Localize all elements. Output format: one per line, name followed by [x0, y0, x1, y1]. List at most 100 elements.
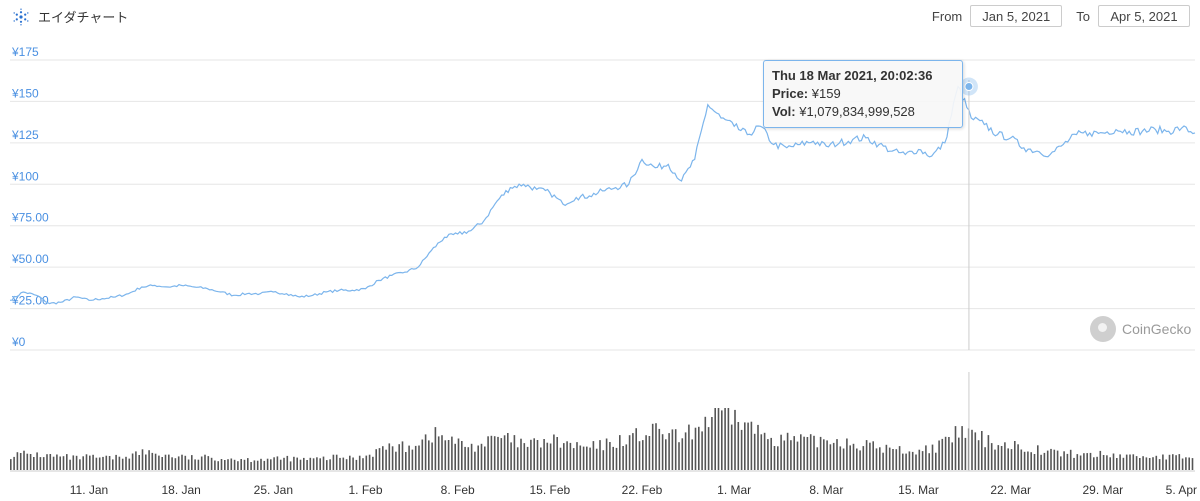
volume-bar — [582, 446, 585, 470]
x-tick-label: 15. Mar — [898, 483, 939, 497]
volume-bar — [444, 440, 447, 470]
to-label: To — [1076, 8, 1090, 24]
to-date-input[interactable] — [1098, 5, 1190, 27]
y-tick-label: ¥100 — [11, 169, 39, 183]
x-tick-label: 22. Mar — [990, 483, 1031, 497]
volume-bar — [253, 460, 256, 470]
volume-bar — [1099, 450, 1102, 470]
volume-bar — [477, 445, 479, 470]
volume-bar — [191, 455, 193, 470]
volume-bar — [197, 459, 200, 470]
volume-bar — [174, 458, 177, 470]
volume-bar — [454, 443, 456, 470]
volume-bar — [990, 443, 993, 470]
volume-bar — [648, 436, 651, 470]
volume-bar — [207, 456, 210, 470]
volume-bar — [638, 441, 641, 470]
volume-bar — [148, 450, 150, 470]
volume-bar — [154, 453, 157, 470]
tooltip-vol-value: ¥1,079,834,999,528 — [799, 104, 915, 119]
volume-bar — [464, 446, 466, 470]
volume-bar — [59, 456, 61, 470]
x-tick-label: 11. Jan — [70, 483, 108, 497]
y-tick-label: ¥0 — [11, 335, 26, 349]
cardano-logo-icon — [13, 8, 29, 25]
volume-bar — [803, 436, 805, 470]
volume-bar — [829, 444, 832, 470]
volume-bar — [398, 444, 400, 470]
volume-bar — [757, 424, 759, 470]
volume-bar — [701, 431, 703, 470]
volume-bar — [721, 410, 723, 470]
volume-bar — [62, 456, 65, 470]
y-tick-label: ¥125 — [11, 128, 39, 142]
volume-bar — [832, 442, 835, 470]
volume-bar — [533, 438, 535, 470]
volume-bar — [1089, 452, 1092, 470]
volume-bar — [1142, 456, 1144, 470]
volume-bar — [230, 458, 233, 470]
volume-bar — [1069, 449, 1072, 470]
volume-bar — [1014, 441, 1016, 470]
volume-bar — [559, 447, 562, 470]
volume-bar — [971, 429, 973, 470]
volume-bar — [645, 435, 647, 470]
volume-bar — [1172, 454, 1174, 470]
volume-bar — [935, 452, 937, 470]
volume-bar — [681, 438, 684, 470]
volume-bar — [474, 451, 476, 470]
volume-bar — [375, 449, 377, 470]
volume-bar — [760, 434, 763, 470]
volume-bar — [233, 459, 236, 470]
volume-bar — [1010, 449, 1013, 470]
volume-bar — [1023, 451, 1026, 470]
volume-bar — [480, 443, 483, 470]
volume-bar — [66, 454, 68, 470]
volume-bar — [1066, 453, 1069, 470]
from-date-input[interactable] — [970, 5, 1063, 27]
volume-bar — [602, 450, 605, 470]
volume-bar — [85, 454, 88, 470]
volume-bar — [391, 446, 394, 470]
volume-bar — [576, 442, 578, 470]
volume-bar — [1063, 451, 1065, 470]
volume-bar — [786, 432, 789, 470]
volume-bar — [306, 460, 308, 470]
volume-bar — [441, 435, 443, 470]
volume-bar — [813, 435, 815, 470]
x-axis-labels: 11. Jan 18. Jan 25. Jan 1. Feb 8. Feb 15. Feb… — [70, 483, 1197, 497]
coingecko-logo-icon — [1090, 316, 1116, 342]
chart-title: エイダチャート — [38, 10, 129, 25]
volume-bar — [461, 441, 463, 470]
volume-bar — [490, 435, 493, 470]
volume-bar — [859, 450, 861, 470]
hover-point-marker[interactable] — [964, 82, 974, 92]
price-line — [9, 85, 1196, 305]
volume-bar — [276, 456, 279, 470]
volume-bar — [704, 416, 707, 470]
volume-bar — [342, 457, 345, 470]
volume-bar — [954, 426, 957, 470]
volume-bar — [852, 443, 855, 470]
volume-bar — [296, 457, 298, 470]
volume-bar — [566, 441, 568, 470]
volume-bar — [678, 442, 680, 470]
volume-bar — [724, 408, 726, 470]
volume-bar — [451, 436, 453, 470]
volume-bar — [326, 460, 328, 470]
volume-bar — [1050, 448, 1052, 470]
volume-bar — [1119, 454, 1121, 470]
volume-bar — [872, 441, 874, 470]
volume-bar — [214, 460, 216, 470]
volume-bar — [908, 451, 911, 470]
volume-bar — [1139, 458, 1141, 470]
volume-bar — [987, 435, 990, 470]
volume-bar — [23, 450, 25, 470]
volume-bar — [747, 422, 749, 470]
x-tick-label: 25. Jan — [254, 483, 293, 497]
volume-bar — [279, 459, 282, 470]
volume-bar — [1158, 459, 1161, 470]
volume-bar — [790, 440, 792, 470]
x-tick-label: 1. Feb — [348, 483, 382, 497]
